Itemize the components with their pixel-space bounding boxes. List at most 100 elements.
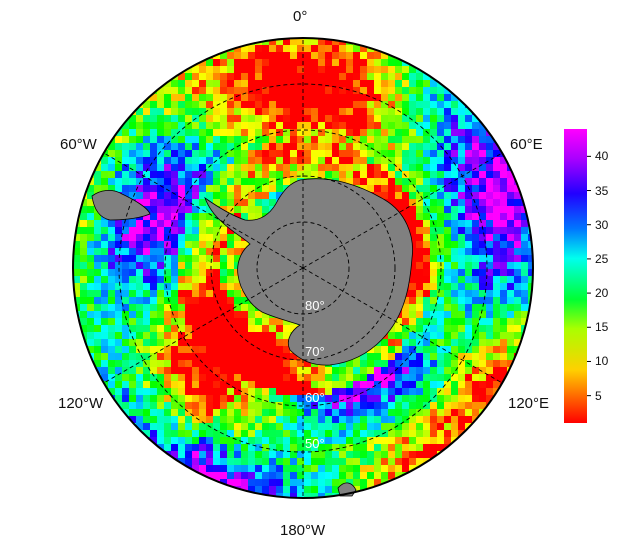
data-cell bbox=[213, 402, 220, 409]
data-cell bbox=[409, 255, 416, 262]
data-cell bbox=[143, 185, 150, 192]
data-cell bbox=[507, 269, 514, 276]
data-cell bbox=[360, 416, 367, 423]
data-cell bbox=[234, 283, 241, 290]
data-cell bbox=[444, 220, 451, 227]
data-cell bbox=[479, 150, 486, 157]
data-cell bbox=[276, 339, 283, 346]
data-cell bbox=[437, 171, 444, 178]
data-cell bbox=[311, 122, 318, 129]
data-cell bbox=[416, 325, 423, 332]
data-cell bbox=[143, 157, 150, 164]
data-cell bbox=[304, 101, 311, 108]
data-cell bbox=[206, 409, 213, 416]
data-cell bbox=[297, 437, 304, 444]
data-cell bbox=[318, 416, 325, 423]
data-cell bbox=[339, 395, 346, 402]
data-cell bbox=[157, 94, 164, 101]
data-cell bbox=[248, 73, 255, 80]
data-cell bbox=[164, 423, 171, 430]
data-cell bbox=[374, 367, 381, 374]
data-cell bbox=[451, 213, 458, 220]
data-cell bbox=[234, 346, 241, 353]
data-cell bbox=[150, 255, 157, 262]
data-cell bbox=[234, 115, 241, 122]
data-cell bbox=[402, 353, 409, 360]
data-cell bbox=[416, 101, 423, 108]
data-cell bbox=[136, 269, 143, 276]
data-cell bbox=[465, 199, 472, 206]
data-cell bbox=[185, 437, 192, 444]
data-cell bbox=[486, 213, 493, 220]
data-cell bbox=[227, 122, 234, 129]
data-cell bbox=[192, 101, 199, 108]
data-cell bbox=[465, 164, 472, 171]
data-cell bbox=[416, 192, 423, 199]
data-cell bbox=[500, 360, 507, 367]
data-cell bbox=[437, 311, 444, 318]
data-cell bbox=[115, 248, 122, 255]
data-cell bbox=[227, 395, 234, 402]
data-cell bbox=[206, 164, 213, 171]
data-cell bbox=[346, 59, 353, 66]
data-cell bbox=[290, 451, 297, 458]
data-cell bbox=[234, 444, 241, 451]
data-cell bbox=[486, 227, 493, 234]
data-cell bbox=[220, 381, 227, 388]
data-cell bbox=[318, 164, 325, 171]
data-cell bbox=[451, 283, 458, 290]
data-cell bbox=[122, 353, 129, 360]
data-cell bbox=[353, 45, 360, 52]
data-cell bbox=[241, 115, 248, 122]
data-cell bbox=[199, 346, 206, 353]
data-cell bbox=[269, 374, 276, 381]
data-cell bbox=[409, 227, 416, 234]
data-cell bbox=[507, 178, 514, 185]
data-cell bbox=[430, 332, 437, 339]
data-cell bbox=[87, 192, 94, 199]
data-cell bbox=[136, 255, 143, 262]
data-cell bbox=[227, 108, 234, 115]
data-cell bbox=[479, 171, 486, 178]
data-cell bbox=[332, 122, 339, 129]
data-cell bbox=[437, 360, 444, 367]
data-cell bbox=[479, 206, 486, 213]
data-cell bbox=[451, 150, 458, 157]
data-cell bbox=[493, 269, 500, 276]
data-cell bbox=[234, 206, 241, 213]
data-cell bbox=[325, 465, 332, 472]
data-cell bbox=[115, 388, 122, 395]
data-cell bbox=[101, 241, 108, 248]
data-cell bbox=[409, 423, 416, 430]
data-cell bbox=[227, 192, 234, 199]
data-cell bbox=[143, 192, 150, 199]
data-cell bbox=[269, 38, 276, 45]
data-cell bbox=[178, 185, 185, 192]
data-cell bbox=[87, 283, 94, 290]
data-cell bbox=[241, 465, 248, 472]
data-cell bbox=[178, 269, 185, 276]
data-cell bbox=[171, 332, 178, 339]
data-cell bbox=[423, 451, 430, 458]
data-cell bbox=[227, 430, 234, 437]
data-cell bbox=[514, 290, 521, 297]
data-cell bbox=[185, 430, 192, 437]
data-cell bbox=[206, 227, 213, 234]
data-cell bbox=[143, 269, 150, 276]
data-cell bbox=[80, 304, 87, 311]
data-cell bbox=[213, 129, 220, 136]
data-cell bbox=[248, 416, 255, 423]
data-cell bbox=[150, 416, 157, 423]
data-cell bbox=[325, 136, 332, 143]
data-cell bbox=[430, 143, 437, 150]
data-cell bbox=[262, 325, 269, 332]
data-cell bbox=[220, 437, 227, 444]
data-cell bbox=[381, 402, 388, 409]
data-cell bbox=[234, 213, 241, 220]
data-cell bbox=[178, 346, 185, 353]
data-cell bbox=[283, 150, 290, 157]
data-cell bbox=[416, 353, 423, 360]
data-cell bbox=[192, 185, 199, 192]
data-cell bbox=[444, 248, 451, 255]
